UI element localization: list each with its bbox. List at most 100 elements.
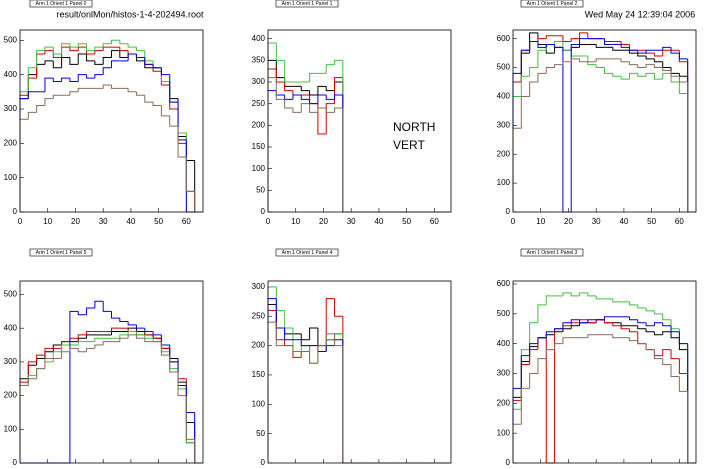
histogram-step <box>77 87 87 92</box>
histogram-step <box>570 38 580 42</box>
histogram-step <box>325 64 335 74</box>
histogram-step <box>570 43 580 212</box>
histogram-step <box>317 94 327 104</box>
x-tick-label: 10 <box>536 217 545 226</box>
y-tick-label: 0 <box>261 458 266 467</box>
histogram-step <box>144 57 154 65</box>
plot-frame <box>19 29 204 213</box>
histogram-step <box>653 349 663 360</box>
panel-title-box <box>29 248 93 257</box>
histogram-step <box>554 44 563 48</box>
plot-frame <box>512 29 697 213</box>
histogram-step <box>620 44 630 48</box>
histogram-step <box>44 46 54 51</box>
x-tick-label: 50 <box>154 217 163 226</box>
histogram-step <box>300 339 310 347</box>
plot-frame <box>19 280 204 464</box>
histogram-step <box>119 47 129 52</box>
y-tick-label: 100 <box>4 173 18 182</box>
histogram-step <box>77 43 87 48</box>
histogram-step <box>102 341 112 346</box>
y-tick-label: 300 <box>4 104 18 113</box>
histogram-step <box>570 292 580 297</box>
histogram-step <box>529 81 538 97</box>
histogram-step <box>620 58 630 63</box>
histogram-step <box>587 292 597 297</box>
y-tick-label: 600 <box>497 34 511 43</box>
histogram-step <box>579 38 588 45</box>
y-tick-label: 100 <box>497 178 511 187</box>
histogram-step <box>529 41 538 51</box>
histogram-step <box>44 60 54 65</box>
histogram-step <box>94 60 104 65</box>
histogram-step <box>152 331 162 336</box>
histogram-step <box>334 333 343 347</box>
histogram-step <box>44 358 54 369</box>
histogram-step <box>111 84 120 89</box>
histogram-step <box>628 316 638 321</box>
histogram-step <box>678 82 688 95</box>
histogram-step <box>77 341 87 346</box>
histogram-step <box>119 40 129 45</box>
histogram-step <box>127 43 137 48</box>
histogram-step <box>529 322 538 350</box>
y-tick-label: 200 <box>4 138 18 147</box>
histogram-step <box>520 75 530 97</box>
y-tick-label: 150 <box>252 142 266 151</box>
histogram-step <box>111 50 120 58</box>
histogram-step <box>678 376 688 392</box>
histogram-step <box>127 321 137 326</box>
histogram-step <box>562 61 572 65</box>
histogram-step <box>537 49 547 68</box>
histogram-step <box>152 102 162 107</box>
histogram-step <box>275 77 285 100</box>
y-tick-label: 0 <box>261 207 266 216</box>
x-tick-label: 0 <box>511 217 516 226</box>
histogram-step <box>645 322 655 327</box>
y-tick-label: 200 <box>252 341 266 350</box>
histogram-step <box>86 331 95 335</box>
histogram-step <box>529 343 538 356</box>
histogram-step <box>520 95 530 129</box>
x-tick-label: 0 <box>18 217 23 226</box>
histogram-step <box>119 318 129 322</box>
histogram-step <box>595 64 605 69</box>
panel-title: Arm 1 Orient 1 Panel 3 <box>527 250 578 256</box>
histogram-step <box>27 378 37 386</box>
histogram-step <box>620 76 630 80</box>
y-tick-label: 300 <box>252 282 266 291</box>
histogram-step <box>587 56 597 66</box>
histogram-step <box>69 347 79 352</box>
panel-title-box <box>275 248 339 257</box>
y-tick-label: 50 <box>256 185 265 194</box>
histogram-step <box>86 74 95 79</box>
histogram-step <box>111 60 120 68</box>
histogram-step <box>52 47 62 55</box>
histogram-step <box>152 334 162 339</box>
histogram-step <box>537 72 547 82</box>
histogram-step <box>653 322 663 326</box>
histogram-step <box>102 84 112 89</box>
histogram-step <box>135 91 145 96</box>
histogram-step <box>127 331 137 335</box>
histogram-step <box>94 74 104 79</box>
histogram-step <box>300 103 310 113</box>
y-tick-label: 250 <box>252 311 266 320</box>
histogram-step <box>579 292 588 296</box>
histogram-step <box>653 64 663 69</box>
x-tick-label: 60 <box>675 217 684 226</box>
histogram-step <box>529 67 538 77</box>
histogram-step <box>160 105 170 117</box>
histogram-step <box>309 103 318 113</box>
histogram-step <box>334 59 343 65</box>
histogram-step <box>537 337 547 344</box>
histogram-step <box>135 334 145 339</box>
histogram-step <box>579 58 588 63</box>
histogram-step <box>562 322 572 329</box>
histogram-step <box>152 64 162 69</box>
y-tick-label: 350 <box>252 55 266 64</box>
x-tick-label: 20 <box>71 217 80 226</box>
histogram-step <box>520 49 530 74</box>
histogram-step <box>52 78 62 83</box>
